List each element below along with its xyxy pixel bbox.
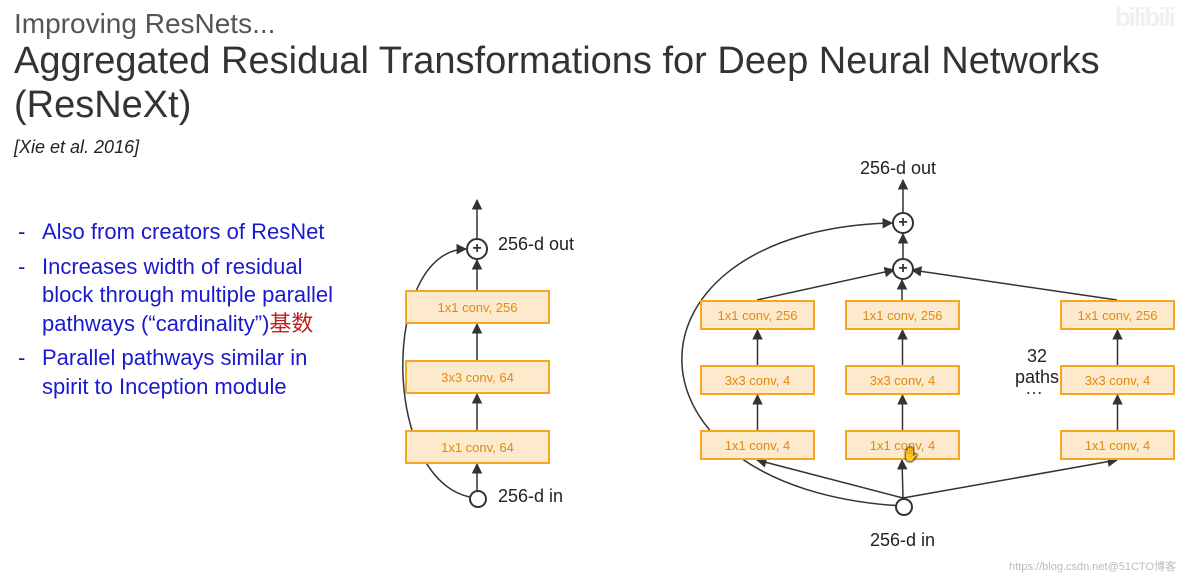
- bilibili-watermark: bilibili: [1115, 2, 1174, 33]
- bullet-list: Also from creators of ResNet Increases w…: [14, 218, 334, 408]
- in-label: 256-d in: [498, 486, 563, 507]
- ellipsis-icon: …: [1025, 378, 1043, 399]
- add-node: +: [892, 258, 914, 280]
- out-label: 256-d out: [860, 158, 936, 179]
- in-label: 256-d in: [870, 530, 935, 551]
- conv-box: 1x1 conv, 4: [1060, 430, 1175, 460]
- red-annotation: 基数: [269, 311, 313, 336]
- conv-box: 1x1 conv, 256: [845, 300, 960, 330]
- out-label: 256-d out: [498, 234, 574, 255]
- bullet-item: Increases width of residual block throug…: [14, 253, 334, 339]
- slide-title: Aggregated Residual Transformations for …: [0, 40, 1184, 131]
- conv-box: 1x1 conv, 256: [700, 300, 815, 330]
- conv-box: 3x3 conv, 4: [1060, 365, 1175, 395]
- conv-box: 1x1 conv, 256: [405, 290, 550, 324]
- input-node: [469, 490, 487, 508]
- conv-box: 3x3 conv, 64: [405, 360, 550, 394]
- add-node: +: [466, 238, 488, 260]
- slide-subtitle: Improving ResNets...: [0, 0, 1184, 40]
- cursor-icon: ✋: [902, 446, 919, 463]
- conv-box: 3x3 conv, 4: [700, 365, 815, 395]
- conv-box: 1x1 conv, 256: [1060, 300, 1175, 330]
- bullet-item: Also from creators of ResNet: [14, 218, 334, 247]
- conv-box: 1x1 conv, 4: [700, 430, 815, 460]
- resnet-block-diagram: 1x1 conv, 256 3x3 conv, 64 1x1 conv, 64 +25…: [350, 190, 610, 550]
- add-node: +: [892, 212, 914, 234]
- conv-box: 1x1 conv, 64: [405, 430, 550, 464]
- input-node: [895, 498, 913, 516]
- bullet-item: Parallel pathways similar in spirit to I…: [14, 344, 334, 401]
- conv-box: 3x3 conv, 4: [845, 365, 960, 395]
- resnext-block-diagram: 1x1 conv, 256 3x3 conv, 4 1x1 conv, 4 1x1 c…: [620, 150, 1180, 570]
